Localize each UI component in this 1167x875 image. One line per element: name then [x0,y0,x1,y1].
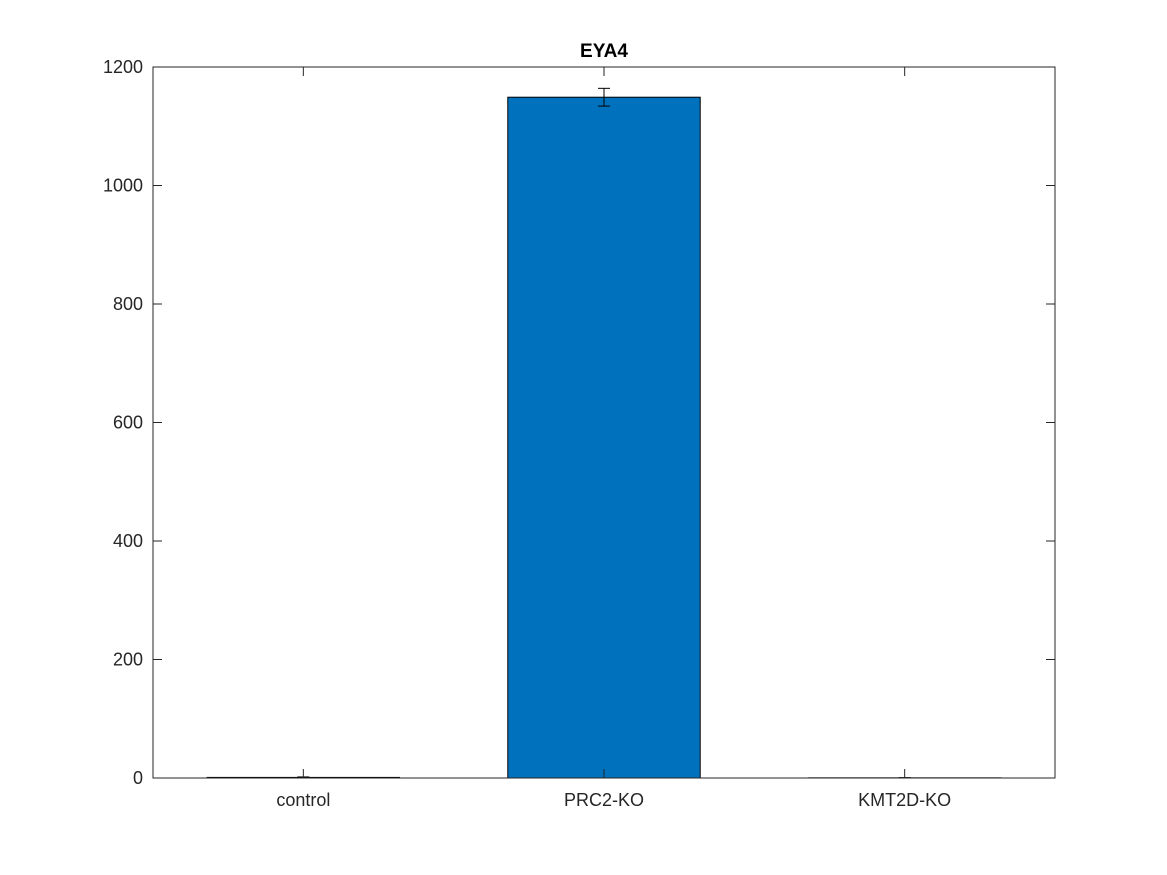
y-tick-label: 1000 [103,176,143,196]
x-tick-label-prc2-ko: PRC2-KO [564,790,644,810]
y-tick-label: 400 [113,531,143,551]
y-tick-label: 200 [113,650,143,670]
y-tick-label: 800 [113,294,143,314]
plot-area: 0 200 400 600 800 1000 1200 control PRC2-KO KMT2D… [103,57,1056,810]
x-tick-label-kmt2d-ko: KMT2D-KO [858,790,951,810]
x-tick-label-control: control [276,790,330,810]
chart-title: EYA4 [580,41,628,62]
y-tick-label: 0 [133,768,143,788]
bar-prc2-ko [507,96,701,779]
y-tick-label: 1200 [103,57,143,77]
y-tick-label: 600 [113,413,143,433]
